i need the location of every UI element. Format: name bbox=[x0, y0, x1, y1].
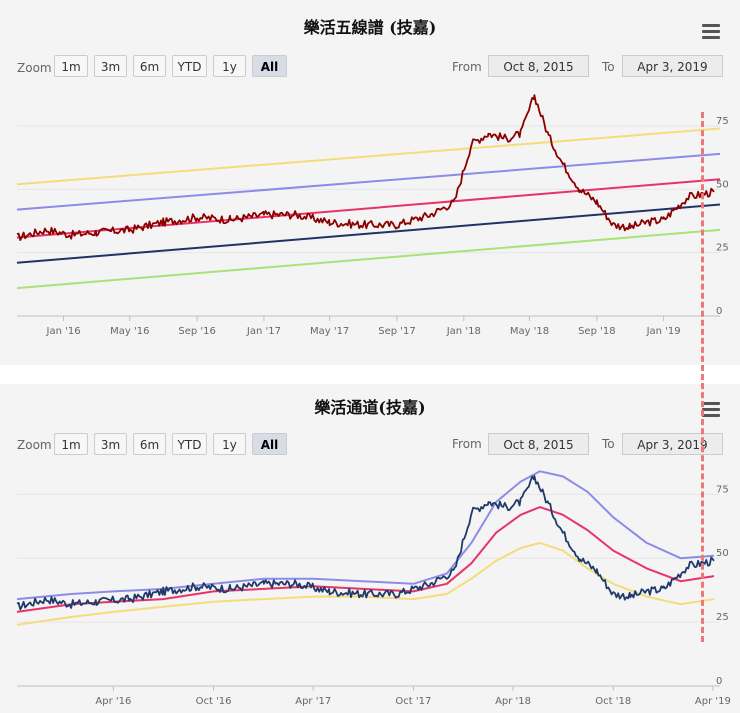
zoom-label: Zoom bbox=[17, 438, 52, 452]
x-tick-label: Oct '18 bbox=[595, 696, 631, 707]
zoom-button-ytd[interactable]: YTD bbox=[172, 55, 207, 77]
series-line-yellow bbox=[16, 541, 715, 626]
band-line-yellow bbox=[16, 127, 721, 186]
chart-panel-2: 樂活通道(技嘉) Zoom 1m 3m 6m YTD 1y All From Oct 8,… bbox=[0, 384, 740, 713]
hamburger-menu-icon[interactable] bbox=[700, 24, 722, 40]
y-tick-label: 75 bbox=[716, 484, 729, 495]
x-tick-label: Jan '16 bbox=[46, 326, 81, 337]
band-line-green bbox=[16, 228, 721, 290]
x-tick-label: Sep '16 bbox=[178, 326, 216, 337]
series-line-lavender bbox=[16, 470, 715, 601]
x-tick-label: Oct '17 bbox=[395, 696, 431, 707]
zoom-button-6m[interactable]: 6m bbox=[133, 433, 166, 455]
x-tick-label: Jan '18 bbox=[446, 326, 481, 337]
x-tick-label: Jan '19 bbox=[646, 326, 681, 337]
chart-1-plot: 0 25 50 75 Jan '16 May '16 Sep '16 Jan '17 May '… bbox=[16, 94, 729, 337]
to-date-input[interactable]: Apr 3, 2019 bbox=[622, 433, 723, 455]
zoom-button-3m[interactable]: 3m bbox=[94, 55, 127, 77]
from-date-input[interactable]: Oct 8, 2015 bbox=[488, 55, 589, 77]
x-tick-label: Oct '16 bbox=[196, 696, 232, 707]
x-tick-label: May '16 bbox=[110, 326, 149, 337]
zoom-button-1m[interactable]: 1m bbox=[54, 433, 88, 455]
x-tick-label: May '18 bbox=[510, 326, 549, 337]
from-label: From bbox=[452, 60, 482, 74]
y-tick-label: 25 bbox=[716, 612, 729, 623]
zoom-button-all[interactable]: All bbox=[252, 433, 287, 455]
from-label: From bbox=[452, 437, 482, 451]
band-line-navy bbox=[16, 203, 721, 264]
price-line bbox=[16, 94, 715, 241]
zoom-button-1m[interactable]: 1m bbox=[54, 55, 88, 77]
y-tick-label: 25 bbox=[716, 243, 729, 254]
y-tick-label: 50 bbox=[716, 179, 729, 190]
zoom-button-6m[interactable]: 6m bbox=[133, 55, 166, 77]
x-tick-label: Apr '16 bbox=[95, 696, 131, 707]
from-date-input[interactable]: Oct 8, 2015 bbox=[488, 433, 589, 455]
x-tick-label: Apr '19 bbox=[695, 696, 731, 707]
y-tick-label: 75 bbox=[716, 116, 729, 127]
x-tick-label: Apr '18 bbox=[495, 696, 531, 707]
zoom-button-all[interactable]: All bbox=[252, 55, 287, 77]
zoom-button-ytd[interactable]: YTD bbox=[172, 433, 207, 455]
zoom-label: Zoom bbox=[17, 61, 52, 75]
x-tick-label: Jan '17 bbox=[246, 326, 281, 337]
x-tick-label: Apr '17 bbox=[295, 696, 331, 707]
x-tick-label: Sep '18 bbox=[578, 326, 616, 337]
zoom-button-1y[interactable]: 1y bbox=[213, 55, 246, 77]
series-line-price_navy bbox=[16, 475, 715, 611]
series-line-pink bbox=[16, 506, 715, 613]
chart-title-1: 樂活五線譜 (技嘉) bbox=[303, 18, 437, 37]
chart-panel-1: 樂活五線譜 (技嘉) Zoom 1m 3m 6m YTD 1y All From Oct … bbox=[0, 0, 740, 365]
chart-2-plot: 0 25 50 75 Apr '16 Oct '16 Apr '17 Oct '17 Apr '… bbox=[16, 470, 731, 707]
y-tick-label: 0 bbox=[716, 306, 722, 317]
zoom-button-3m[interactable]: 3m bbox=[94, 433, 127, 455]
to-label: To bbox=[602, 60, 615, 74]
zoom-button-1y[interactable]: 1y bbox=[213, 433, 246, 455]
to-label: To bbox=[602, 437, 615, 451]
to-date-input[interactable]: Apr 3, 2019 bbox=[622, 55, 723, 77]
y-tick-label: 0 bbox=[716, 676, 722, 687]
x-tick-label: Sep '17 bbox=[378, 326, 416, 337]
crosshair-cursor-line bbox=[701, 112, 704, 642]
hamburger-menu-icon[interactable] bbox=[700, 402, 722, 418]
y-tick-label: 50 bbox=[716, 548, 729, 559]
chart-title-2: 樂活通道(技嘉) bbox=[314, 398, 426, 417]
band-line-lavender bbox=[16, 152, 721, 211]
x-tick-label: May '17 bbox=[310, 326, 349, 337]
